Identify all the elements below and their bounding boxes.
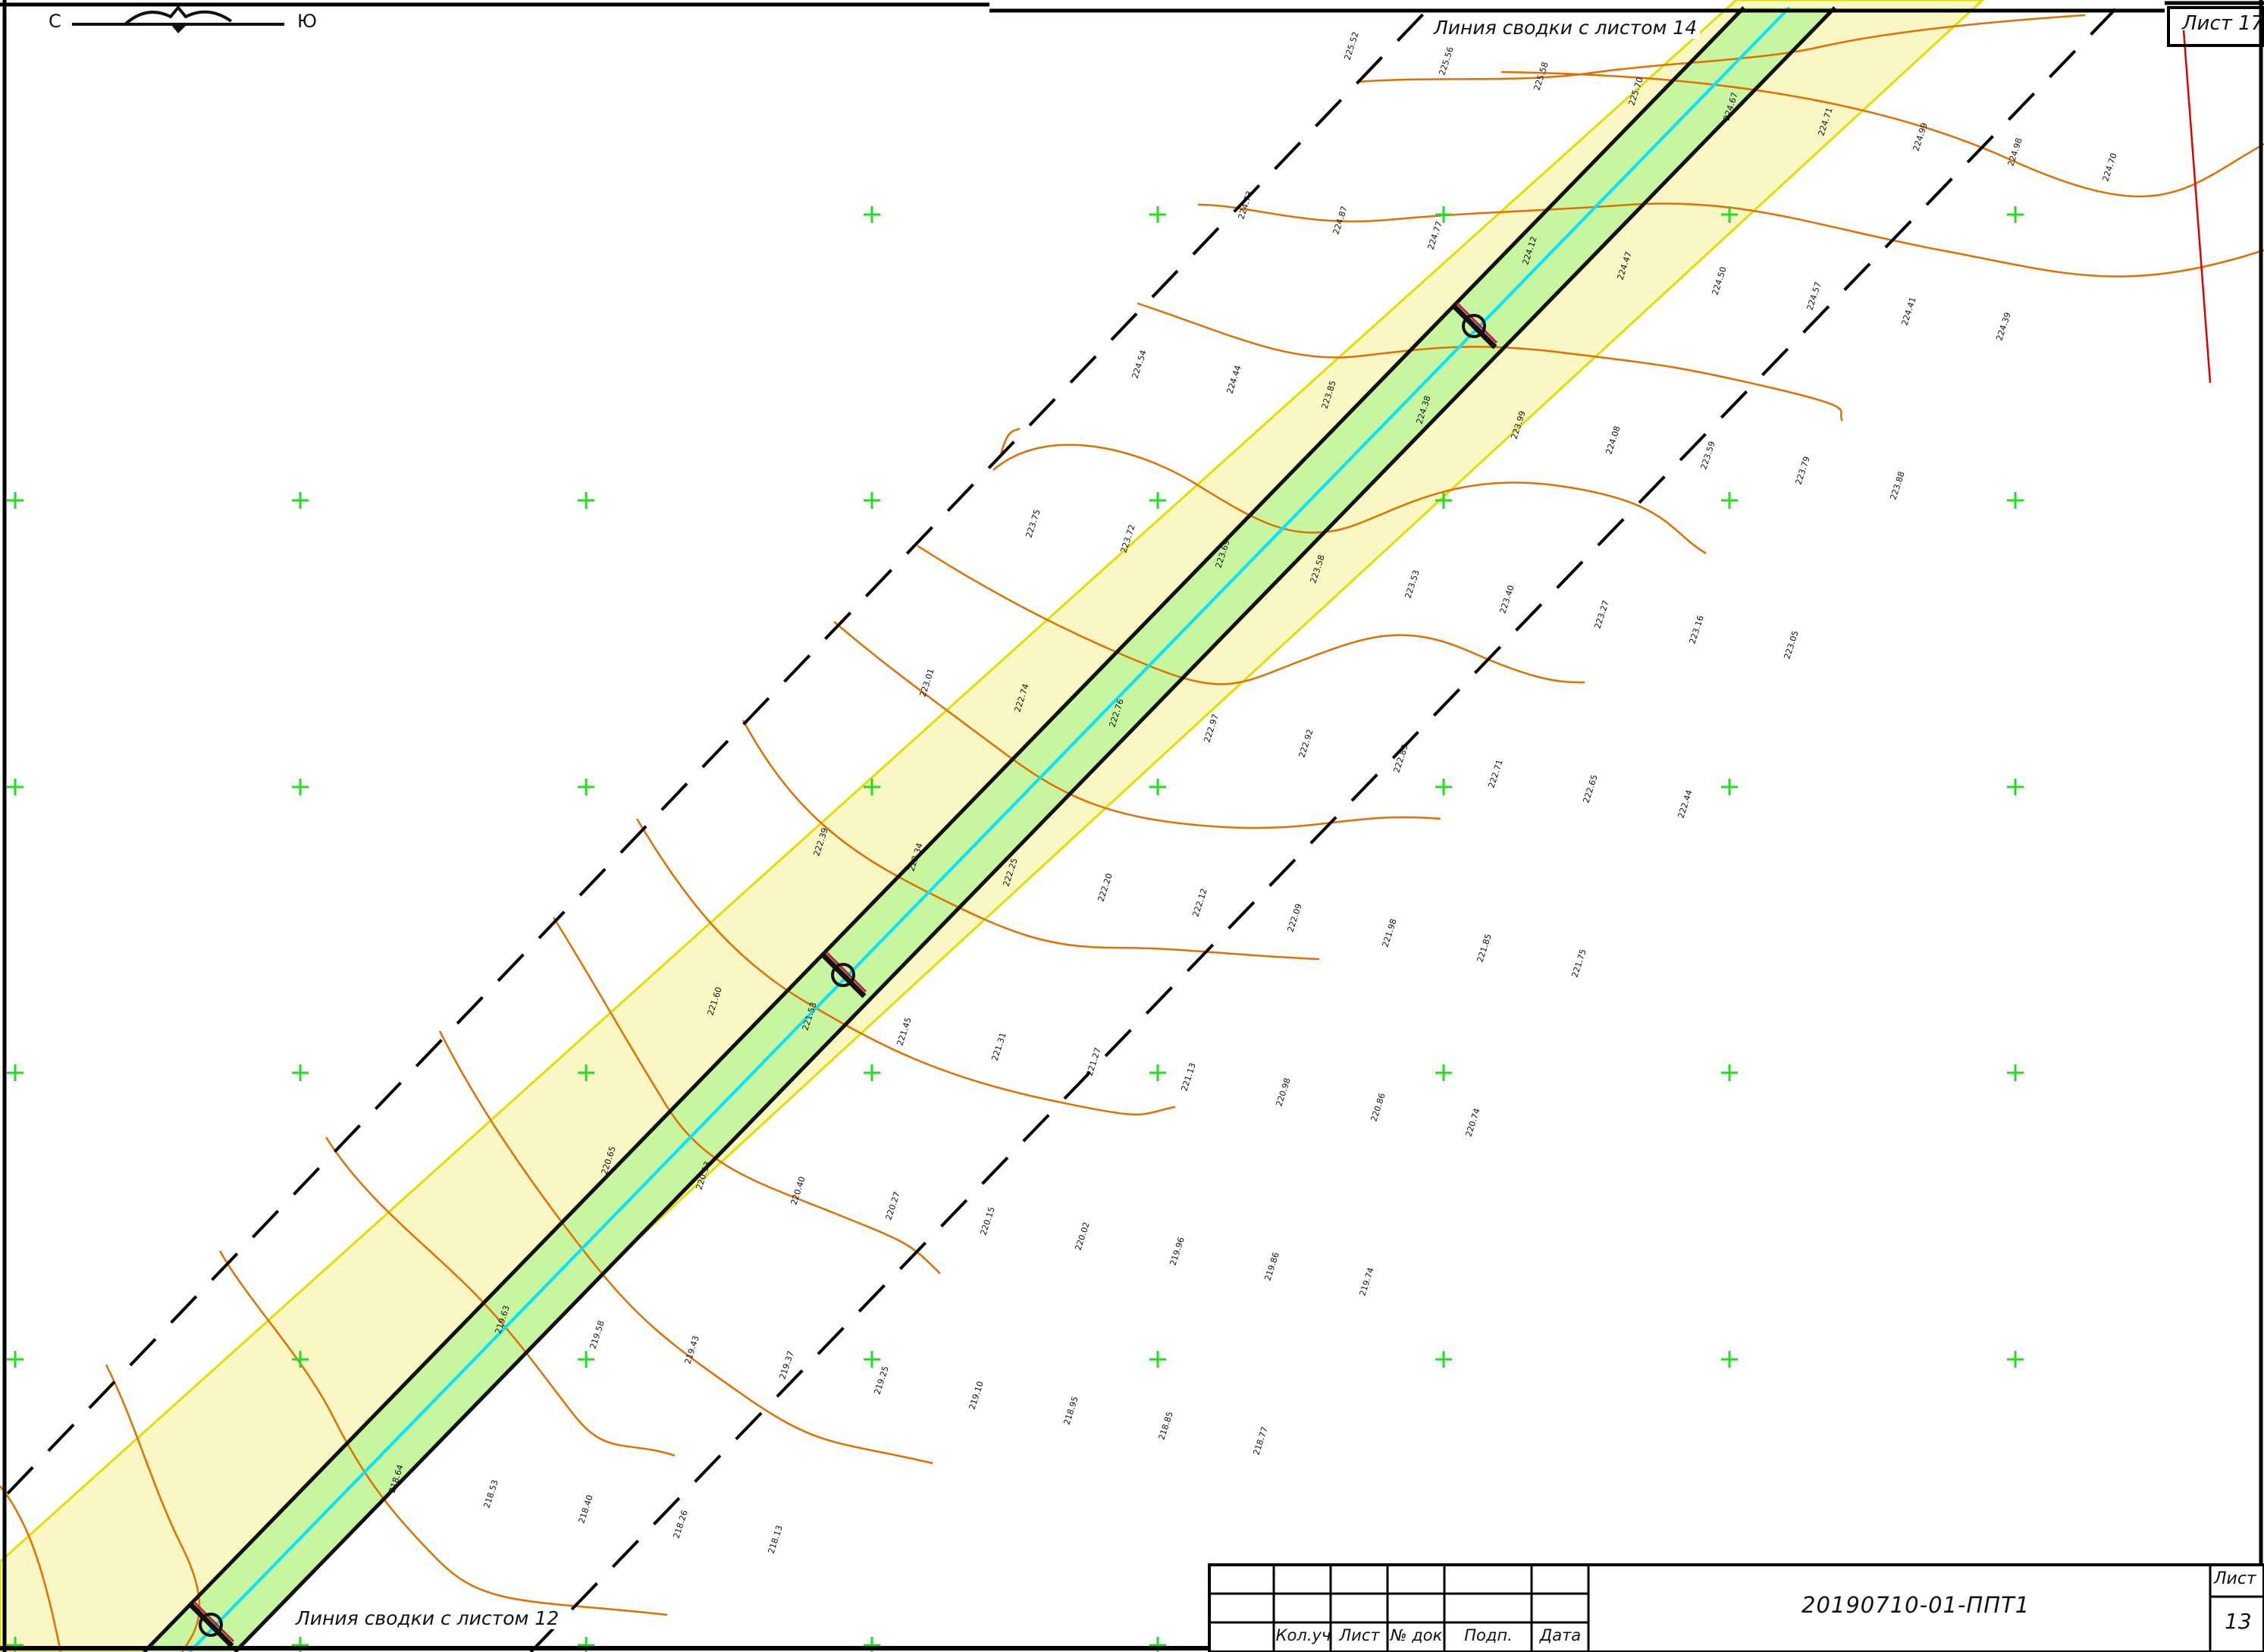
pipeline [143,6,1836,1652]
elevation-label: 222.92 [1297,728,1315,759]
elevation-label: 224.54 [1130,349,1148,380]
elevation-label: 223.27 [1592,599,1610,630]
elevation-label: 219.74 [1357,1266,1375,1297]
elevation-label: 220.98 [1274,1077,1292,1108]
elevation-label: 223.59 [1698,440,1717,471]
title-block [1208,1563,2264,1652]
elevation-label: 220.02 [1073,1221,1091,1252]
elevation-label: 218.77 [1251,1425,1269,1456]
elevation-label: 218.53 [481,1478,500,1509]
elevation-label: 221.45 [895,1016,913,1047]
elevation-label: 223.88 [1888,470,1906,501]
dashed-line-south [529,8,2117,1652]
elevation-label: 219.96 [1168,1236,1186,1267]
elevation-label: 219.58 [588,1319,606,1350]
link-line-label-bottom: Линия сводки с листом 12 [293,1607,563,1629]
elevation-label: 224.39 [1994,311,2012,342]
elevation-label: 222.44 [1676,788,1694,820]
elevation-label: 222.20 [1096,872,1114,903]
elevation-label: 218.13 [766,1524,784,1555]
stamp-header-doc: № док [1390,1626,1443,1644]
elevation-label: 223.79 [1793,455,1811,486]
contour-lines [0,14,2264,1652]
elevation-label: 221.75 [1569,948,1588,979]
elevation-label: 224.44 [1225,364,1243,395]
marker-middle [820,951,867,998]
elevation-label: 221.27 [1084,1046,1102,1077]
elevation-label: 224.70 [2100,152,2118,183]
elevation-label: 219.25 [872,1365,890,1396]
pipeline-edge-right [234,6,1836,1652]
sheet-number: 13 [2225,1609,2252,1634]
elevation-label: 219.43 [682,1334,701,1365]
stamp-header-date: Дата [1539,1626,1582,1644]
elevation-label: 225.52 [1342,30,1360,61]
elevation-labels: 225.52 225.56 225.58 225.70 224.67 224.71 224.… [387,30,2118,1555]
survey-markers [187,302,1498,1648]
elevation-label: 220.27 [883,1190,902,1221]
dashed-boundaries [6,2,2117,1652]
elevation-label: 223.75 [1024,508,1042,539]
marker-top [1450,302,1498,350]
elevation-label: 218.85 [1156,1410,1174,1441]
dashed-line-north [6,2,1435,1495]
elevation-label: 221.85 [1475,933,1493,964]
elevation-label: 225.56 [1437,45,1455,77]
link-line-label-top: Линия сводки с листом 14 [1431,17,1701,39]
elevation-label: 224.50 [1710,265,1728,296]
elevation-label: 220.86 [1369,1092,1387,1123]
elevation-label: 223.53 [1403,569,1421,600]
document-code: 20190710-01-ППТ1 [1801,1592,2030,1618]
elevation-label: 221.98 [1380,917,1398,948]
elevation-label: 223.05 [1782,629,1800,660]
elevation-label: 223.01 [917,667,936,698]
pipeline-axis [188,6,1791,1652]
elevation-label: 223.16 [1687,614,1705,645]
elevation-label: 221.13 [1179,1061,1197,1092]
elevation-label: 222.12 [1190,887,1209,918]
stamp-header-sign: Подп. [1464,1626,1513,1644]
elevation-label: 224.77 [1425,220,1444,251]
north-arrow [72,5,284,33]
elevation-label: 224.41 [1899,296,1918,327]
elevation-label: 222.71 [1486,758,1504,789]
elevation-label: 220.15 [978,1205,996,1237]
pipeline-edge-left [143,6,1745,1652]
elevation-label: 220.74 [1463,1107,1482,1138]
elevation-label: 221.31 [989,1031,1008,1062]
elevation-label: 219.37 [777,1349,795,1381]
stamp-sheet-label: Лист [2214,1569,2256,1588]
boundary-line [2182,30,2212,384]
elevation-label: 224.98 [2005,136,2024,168]
elevation-label: 218.26 [671,1509,689,1540]
south-label: Ю [297,11,317,32]
adjacent-sheet-label: Лист 17 [2182,12,2264,35]
elevation-label: 224.57 [1805,281,1823,312]
elevation-label: 223.40 [1497,584,1516,615]
elevation-label: 222.65 [1581,773,1599,804]
elevation-label: 219.86 [1262,1251,1281,1282]
north-label: С [49,11,61,32]
elevation-label: 219.10 [967,1380,985,1411]
marker-bottom [187,1600,235,1648]
stamp-header-kol-uch: Кол.уч [1275,1626,1331,1644]
elevation-label: 224.99 [1911,121,1929,152]
elevation-label: 222.09 [1285,902,1303,933]
elevation-label: 218.95 [1061,1395,1080,1426]
elevation-label: 224.08 [1604,425,1622,456]
stamp-header-list: Лист [1339,1626,1380,1644]
elevation-label: 218.40 [576,1494,594,1525]
